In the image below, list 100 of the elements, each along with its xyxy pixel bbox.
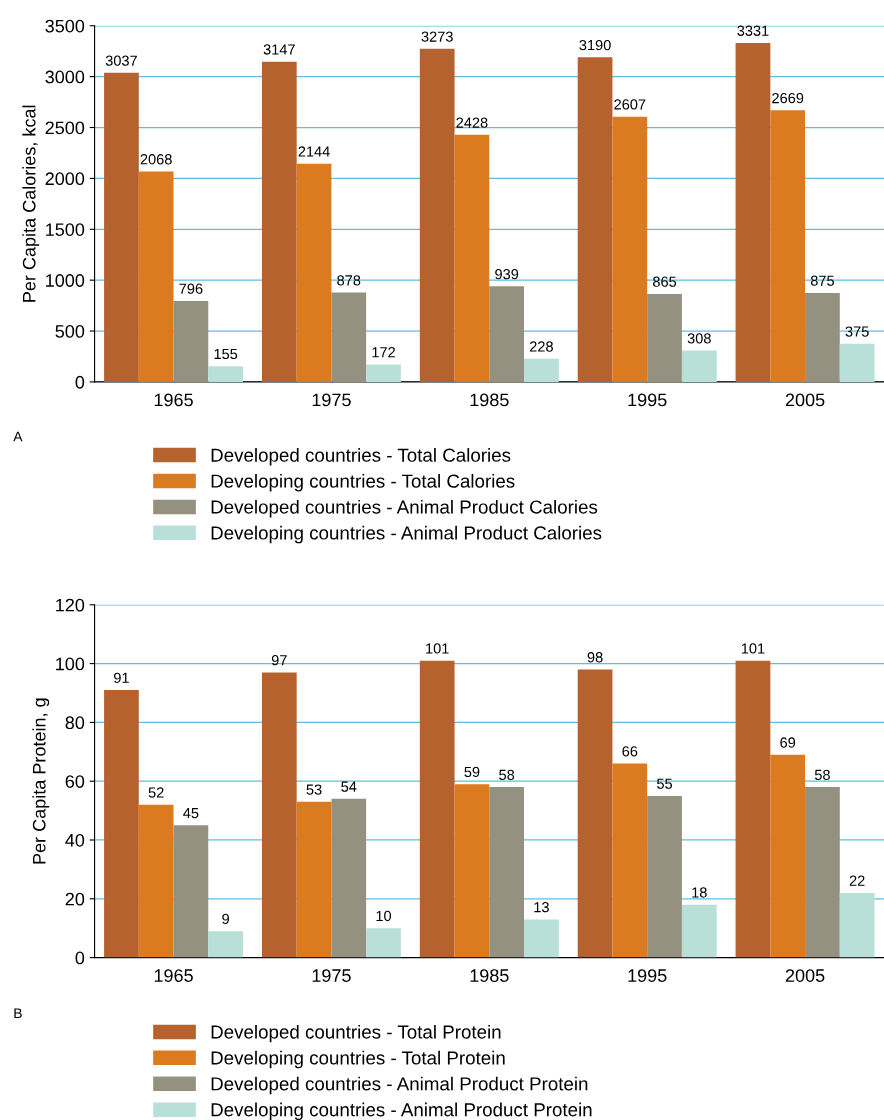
data-label: 55 bbox=[657, 778, 673, 789]
data-label: 18 bbox=[692, 887, 707, 898]
y-tick-label: 0 bbox=[75, 951, 85, 965]
data-label: 878 bbox=[337, 275, 361, 286]
data-label: 52 bbox=[148, 787, 164, 798]
y-tick-label: 1000 bbox=[46, 274, 85, 287]
y-tick-label: 2000 bbox=[45, 172, 85, 186]
bar bbox=[805, 292, 840, 382]
y-tick-label: 20 bbox=[65, 892, 85, 906]
x-tick-label: 1965 bbox=[154, 393, 193, 407]
bar bbox=[104, 690, 139, 958]
y-tick-label: 100 bbox=[56, 657, 85, 671]
bar bbox=[173, 300, 209, 382]
bar bbox=[839, 343, 875, 382]
bar bbox=[104, 72, 139, 382]
bar bbox=[489, 286, 525, 382]
data-label: 796 bbox=[179, 283, 203, 294]
bar bbox=[577, 57, 613, 382]
data-label: 101 bbox=[741, 643, 765, 654]
data-label: 9 bbox=[222, 913, 229, 925]
data-label: 2144 bbox=[298, 146, 330, 157]
data-label: 2669 bbox=[772, 92, 804, 104]
legend-label: Developing countries - Animal Product Calories bbox=[211, 525, 602, 544]
data-label: 875 bbox=[810, 275, 834, 286]
data-label: 3331 bbox=[737, 25, 769, 36]
x-tick-label: 1975 bbox=[312, 969, 351, 982]
x-tick-label: 1965 bbox=[154, 969, 193, 982]
data-label: 865 bbox=[653, 276, 677, 287]
y-tick-label: 40 bbox=[65, 833, 85, 847]
bar bbox=[331, 292, 367, 382]
y-tick-label: 60 bbox=[65, 775, 85, 788]
legend-label: Developing countries - Total Protein bbox=[211, 1050, 505, 1069]
text: B bbox=[14, 1008, 22, 1019]
bar bbox=[489, 787, 525, 958]
legend-label: Developed countries - Animal Product Protein bbox=[211, 1076, 588, 1095]
data-label: 3273 bbox=[421, 31, 453, 42]
data-label: 308 bbox=[687, 333, 711, 344]
bar bbox=[805, 787, 840, 958]
bar bbox=[839, 892, 875, 958]
bar bbox=[138, 171, 174, 382]
bar bbox=[366, 364, 401, 382]
data-label: 2428 bbox=[456, 117, 488, 128]
bar bbox=[524, 358, 559, 382]
y-tick-label: 0 bbox=[75, 375, 85, 389]
data-label: 10 bbox=[376, 910, 392, 922]
data-label: 172 bbox=[372, 347, 395, 358]
data-label: 45 bbox=[183, 808, 199, 819]
text: A bbox=[13, 431, 23, 442]
bar bbox=[647, 293, 682, 382]
data-label: 155 bbox=[214, 348, 238, 360]
data-label: 375 bbox=[845, 326, 869, 337]
data-label: 3147 bbox=[263, 44, 295, 55]
data-label: 59 bbox=[464, 766, 480, 778]
data-label: 97 bbox=[271, 655, 287, 666]
y-tick-label: 80 bbox=[65, 716, 85, 730]
data-label: 69 bbox=[780, 737, 796, 748]
bar bbox=[454, 784, 490, 958]
data-label: 66 bbox=[622, 746, 638, 757]
bar bbox=[770, 110, 806, 382]
data-label: 3190 bbox=[579, 39, 611, 51]
data-label: 13 bbox=[534, 902, 549, 913]
legend-label: Developing countries - Animal Product Protein bbox=[211, 1102, 592, 1120]
legend-label: Developing countries - Total Calories bbox=[211, 473, 515, 492]
data-label: 3037 bbox=[105, 55, 137, 66]
y-tick-label: 500 bbox=[55, 324, 85, 338]
data-label: 2068 bbox=[140, 154, 172, 165]
bar bbox=[681, 350, 717, 382]
bar bbox=[681, 904, 717, 958]
bar bbox=[612, 763, 648, 958]
bar bbox=[577, 669, 613, 958]
bar bbox=[208, 366, 243, 382]
y-tick-label: 1500 bbox=[46, 223, 85, 236]
bar bbox=[419, 48, 455, 382]
y-axis-title: Per Capita Protein, g bbox=[32, 698, 50, 864]
data-label: 101 bbox=[426, 643, 449, 654]
data-label: 2607 bbox=[614, 99, 646, 110]
bar bbox=[208, 931, 243, 958]
bar bbox=[138, 804, 174, 958]
bar bbox=[647, 795, 682, 958]
data-label: 58 bbox=[499, 769, 515, 781]
bar bbox=[331, 798, 367, 958]
y-tick-label: 120 bbox=[56, 598, 85, 612]
x-tick-label: 1985 bbox=[470, 393, 509, 407]
bar bbox=[612, 116, 648, 382]
x-tick-label: 1975 bbox=[312, 393, 351, 407]
bar bbox=[735, 42, 771, 382]
bar bbox=[524, 919, 559, 958]
y-tick-label: 2500 bbox=[45, 121, 85, 135]
legend-label: Developed countries - Animal Product Calories bbox=[211, 499, 598, 518]
bar bbox=[261, 61, 297, 382]
y-tick-label: 3000 bbox=[45, 70, 85, 84]
bar bbox=[770, 754, 806, 958]
x-tick-label: 2005 bbox=[785, 969, 825, 982]
y-axis-title: Per Capita Calories, kcal bbox=[22, 105, 40, 302]
x-tick-label: 1995 bbox=[628, 969, 667, 982]
bar bbox=[419, 660, 455, 958]
x-tick-label: 1985 bbox=[470, 969, 509, 982]
data-label: 228 bbox=[529, 341, 553, 352]
x-tick-label: 2005 bbox=[785, 393, 825, 407]
bar bbox=[261, 672, 297, 958]
